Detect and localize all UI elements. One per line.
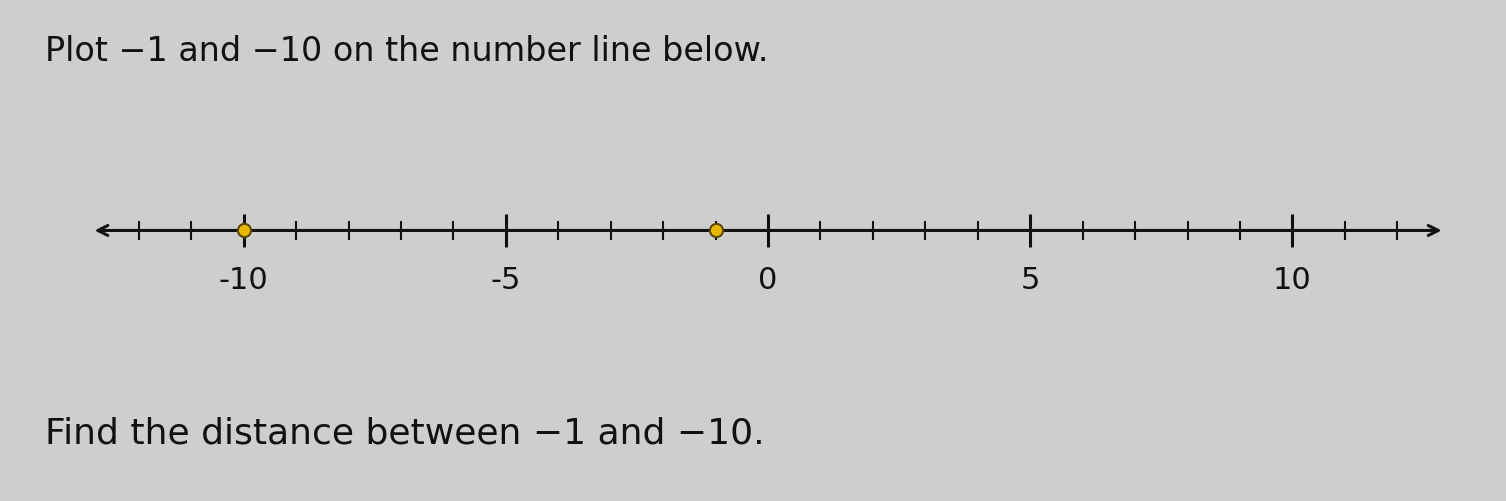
Text: 10: 10 [1273,266,1312,295]
Point [232,226,256,234]
Text: -5: -5 [491,266,521,295]
Text: 5: 5 [1021,266,1041,295]
Text: Find the distance between −1 and −10.: Find the distance between −1 and −10. [45,417,765,451]
Text: -10: -10 [218,266,268,295]
Text: Plot −1 and −10 on the number line below.: Plot −1 and −10 on the number line below… [45,35,768,68]
Point [703,226,727,234]
Text: 0: 0 [759,266,777,295]
